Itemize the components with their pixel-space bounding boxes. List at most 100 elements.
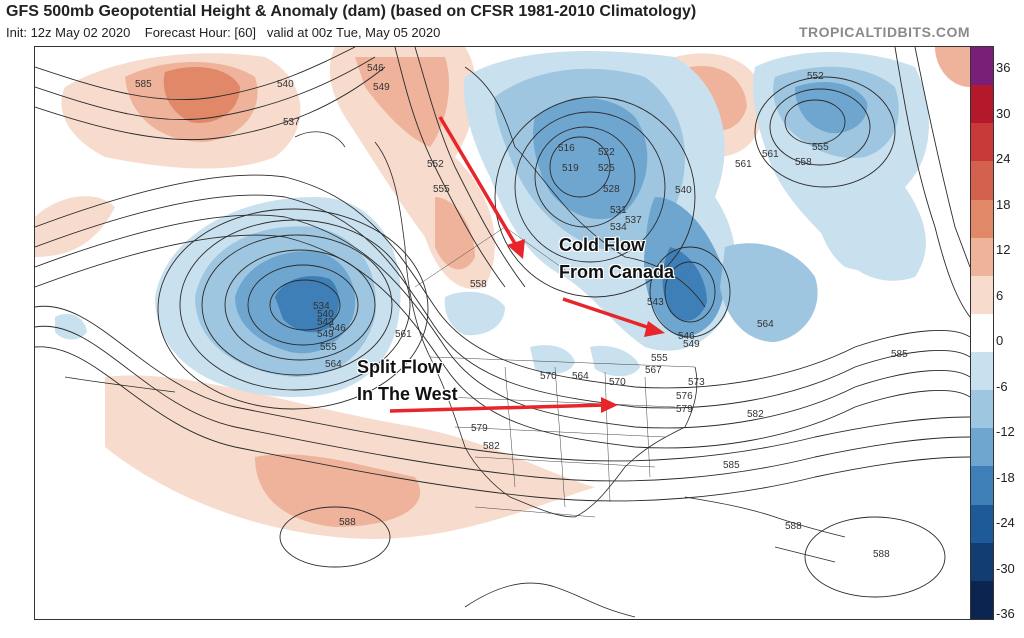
- forecast-hour: Forecast Hour: [60]: [144, 25, 257, 40]
- height-contours: [35, 47, 970, 598]
- colorbar-tick-label: -18: [996, 469, 1015, 485]
- colorbar-tick-label: 0: [996, 333, 1004, 348]
- contour-labels: 585 5405375465495525555585615645345405435…: [135, 63, 908, 560]
- contour-label: 537: [625, 215, 642, 226]
- colorbar-segment: [971, 352, 993, 391]
- contour-label: 540: [317, 309, 334, 320]
- map-panel: 585 540 537 546 549 552 555 558 561 564 534 540 543 5…: [34, 46, 971, 620]
- colorbar-segment: [971, 580, 993, 620]
- site-credit: TROPICALTIDBITS.COM: [798, 24, 970, 40]
- contour-label: 573: [688, 377, 705, 388]
- cold-flow-arrowhead-2: [644, 321, 665, 337]
- contour-label: 525: [598, 163, 615, 174]
- colorbar-tick-label: 24: [996, 151, 1011, 166]
- political-boundaries: [414, 226, 696, 518]
- init-time: Init: 12z May 02 2020: [6, 25, 131, 40]
- contour-label: 549: [683, 339, 700, 350]
- contour-label: 534: [313, 301, 330, 312]
- contour-label: 522: [598, 147, 615, 158]
- colorbar-segment: [971, 85, 993, 124]
- contour-label: 561: [735, 159, 752, 170]
- contour-label: 537: [283, 117, 300, 128]
- colorbar-segment: [971, 542, 993, 582]
- contour-label: 588: [873, 549, 890, 560]
- contour-label: 576: [676, 391, 693, 402]
- colorbar-tick-label: 18: [996, 196, 1011, 212]
- colorbar-tick-label: -30: [996, 560, 1015, 576]
- split-flow-line2: In The West: [357, 384, 458, 404]
- contour-label: 564: [572, 371, 589, 382]
- valid-time: valid at 00z Tue, May 05 2020: [266, 25, 441, 40]
- colorbar-tick-label: 30: [996, 105, 1011, 121]
- colorbar-segment: [971, 161, 993, 201]
- contour-label: 549: [373, 82, 390, 93]
- contour-label: 546: [329, 323, 346, 334]
- contour-label: 546: [678, 331, 695, 342]
- cold-flow-arrowhead-1: [507, 239, 525, 259]
- contour-label: 555: [651, 353, 668, 364]
- contour-label: 555: [433, 184, 450, 195]
- header: GFS 500mb Geopotential Height & Anomaly …: [0, 0, 1024, 46]
- contour-label: 528: [603, 184, 620, 195]
- contour-label: 531: [610, 205, 627, 216]
- colorbar-segment: [971, 466, 993, 506]
- contour-label: 546: [367, 63, 384, 74]
- cold-flow-label: Cold Flow From Canada: [559, 235, 674, 283]
- contour-label: 585: [891, 349, 908, 360]
- cold-flow-line2: From Canada: [559, 262, 675, 282]
- contour-label: 558: [795, 157, 812, 168]
- contour-label: 549: [317, 329, 334, 340]
- contour-label: 564: [325, 359, 342, 370]
- contour-label: 585: [135, 79, 152, 90]
- contour-label: 579: [676, 404, 693, 415]
- contour-label: 582: [747, 409, 764, 420]
- contour-label: 588: [785, 521, 802, 532]
- colorbar-segment: [971, 504, 993, 544]
- map-canvas: 585 5405375465495525555585615645345405435…: [35, 47, 970, 619]
- contour-label: 555: [812, 142, 829, 153]
- contour-label: 570: [540, 371, 557, 382]
- contour-label: 582: [483, 441, 500, 452]
- contour-label: 564: [757, 319, 774, 330]
- contour-label: 579: [471, 423, 488, 434]
- cold-flow-arrow-1: [438, 116, 519, 248]
- split-flow-arrowhead: [601, 397, 618, 413]
- colorbar-segment: [971, 390, 993, 429]
- contour-label: 516: [558, 143, 575, 154]
- contour-label: 585: [723, 460, 740, 471]
- contour-label: 570: [609, 377, 626, 388]
- colorbar-segment: [971, 123, 993, 162]
- colorbar-tick-label: -36: [996, 606, 1015, 621]
- split-flow-arrow: [389, 403, 606, 413]
- colorbar-segment: [971, 199, 993, 239]
- contour-label: 534: [610, 222, 627, 233]
- contour-label: 567: [645, 365, 662, 376]
- contour-label: 540: [277, 79, 294, 90]
- split-flow-label: Split Flow In The West: [357, 357, 458, 405]
- colorbar-segment: [971, 47, 993, 86]
- cold-flow-line1: Cold Flow: [559, 235, 645, 255]
- colorbar-tick-label: 36: [996, 60, 1011, 75]
- contour-label: 555: [320, 342, 337, 353]
- colorbar-tick-label: 6: [996, 287, 1004, 303]
- colorbar-segment: [971, 237, 993, 277]
- colorbar-tick-label: 12: [996, 242, 1011, 257]
- map-subtitle: Init: 12z May 02 2020 Forecast Hour: [60…: [6, 25, 440, 40]
- contour-label: 561: [395, 329, 412, 340]
- annotation-arrows: [389, 116, 665, 413]
- split-flow-line1: Split Flow: [357, 357, 442, 377]
- contour-label: 519: [562, 163, 579, 174]
- map-title: GFS 500mb Geopotential Height & Anomaly …: [6, 3, 697, 20]
- contour-label: 561: [762, 149, 779, 160]
- contour-label: 552: [807, 71, 824, 82]
- cold-flow-arrow-2: [562, 297, 654, 331]
- colorbar: [970, 46, 994, 620]
- colorbar-tick-label: -6: [996, 378, 1008, 394]
- contour-label: 552: [427, 159, 444, 170]
- contour-label: 588: [339, 517, 356, 528]
- contour-label: 540: [675, 185, 692, 196]
- colorbar-tick-label: -12: [996, 424, 1015, 439]
- colorbar-segment: [971, 275, 993, 315]
- colorbar-segment: [971, 313, 993, 353]
- contour-label: 558: [470, 279, 487, 290]
